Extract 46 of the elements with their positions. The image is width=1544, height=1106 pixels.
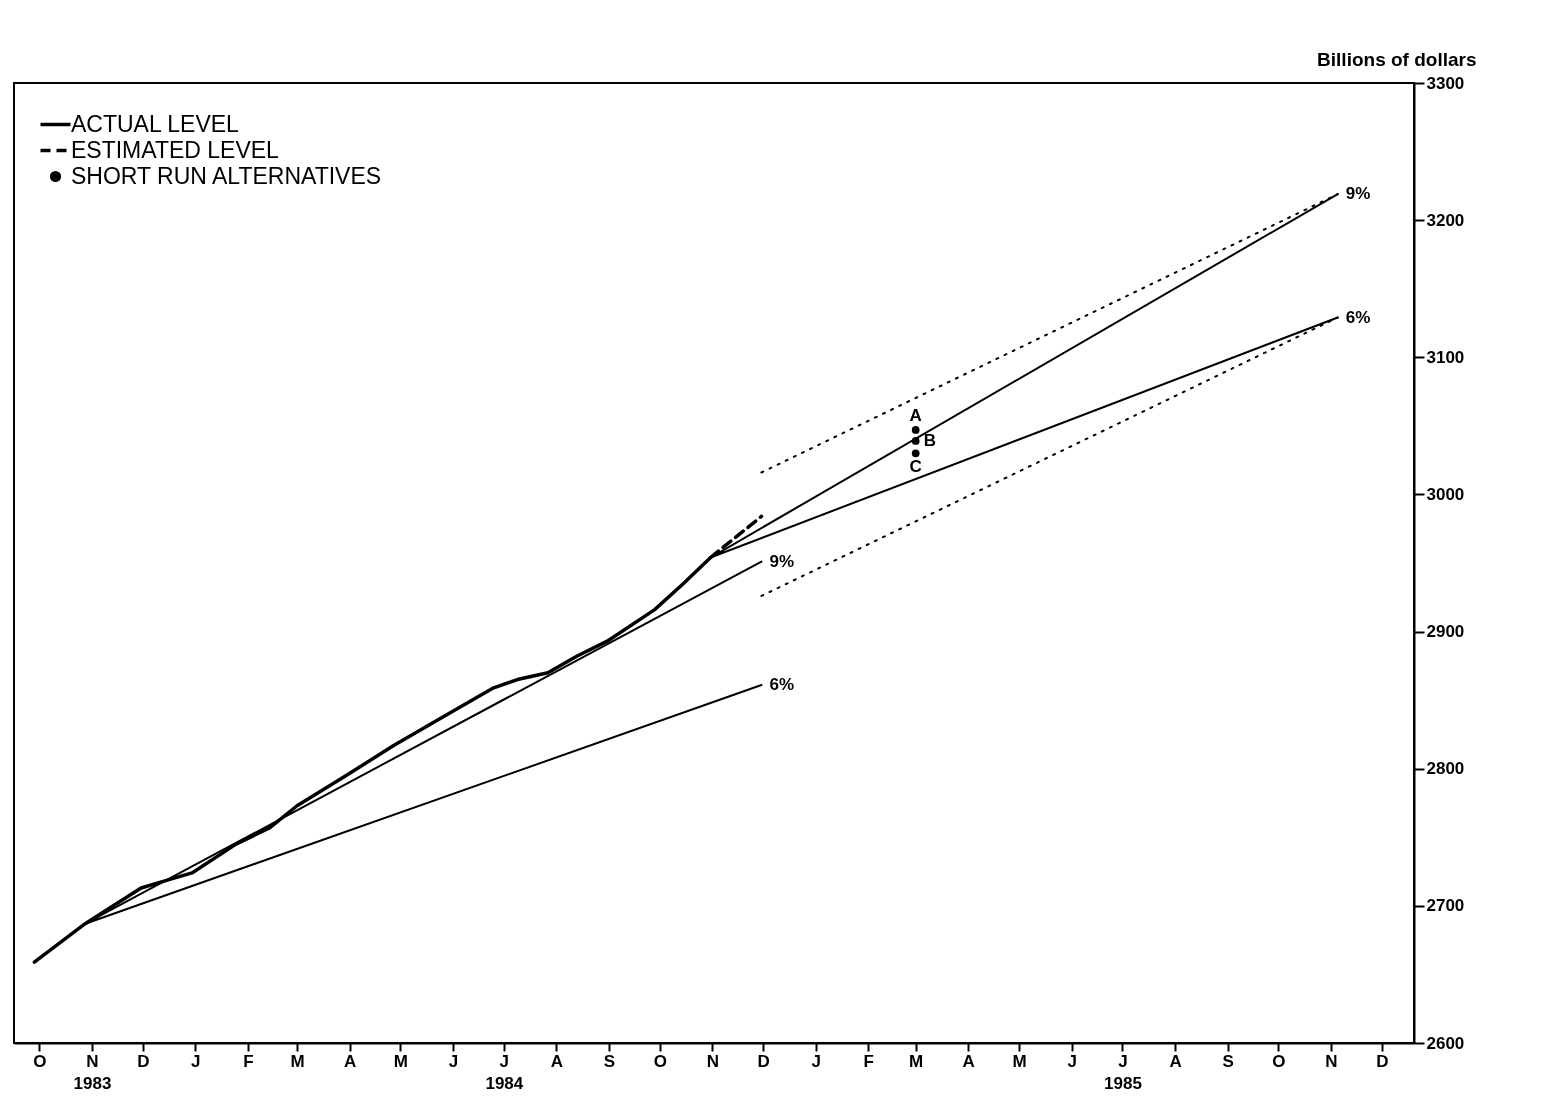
annotation: 9% xyxy=(1345,184,1371,204)
legend-label: SHORT RUN ALTERNATIVES xyxy=(71,162,382,189)
x-tick-label: A xyxy=(550,1051,564,1071)
annotation: 9% xyxy=(769,551,795,571)
x-tick-label: M xyxy=(1012,1051,1027,1071)
x-tick-label: D xyxy=(137,1051,150,1071)
y-tick-label: 3200 xyxy=(1426,210,1465,230)
x-tick-label: J xyxy=(1067,1051,1077,1071)
x-tick-label: D xyxy=(1376,1051,1389,1071)
x-tick-label: A xyxy=(962,1051,975,1071)
x-tick-label: J 1984 xyxy=(485,1051,524,1093)
annotation: C xyxy=(909,457,922,477)
y-tick-label: 2800 xyxy=(1426,759,1465,779)
x-tick-label: F xyxy=(863,1051,874,1071)
annotation: A xyxy=(909,405,922,425)
y-tick-label: 3000 xyxy=(1426,484,1465,504)
x-tick-label: J 1985 xyxy=(1104,1051,1142,1093)
y-tick-label: 2900 xyxy=(1426,622,1465,642)
annotation: 6% xyxy=(769,675,795,695)
annotation: B xyxy=(923,430,936,450)
y-tick-label: 2600 xyxy=(1426,1033,1465,1053)
x-tick-label: J xyxy=(448,1051,459,1071)
x-tick-label: A xyxy=(1169,1051,1182,1071)
x-tick-label: N 1983 xyxy=(73,1051,112,1093)
y-tick-label: 3300 xyxy=(1426,73,1465,93)
x-tick-label: A xyxy=(343,1051,357,1071)
x-tick-label: S xyxy=(1222,1051,1234,1071)
x-tick-label: N xyxy=(1325,1051,1338,1071)
annotation: 6% xyxy=(1345,307,1371,327)
x-tick-label: J xyxy=(811,1051,821,1071)
x-tick-label: M xyxy=(393,1051,409,1071)
y-tick-label: 2700 xyxy=(1426,896,1465,916)
x-tick-label: F xyxy=(243,1051,254,1071)
x-tick-label: O xyxy=(653,1051,667,1071)
x-tick-label: O xyxy=(1272,1051,1286,1071)
x-tick-label: J xyxy=(191,1051,201,1071)
y-tick-label: 3100 xyxy=(1426,347,1465,367)
x-tick-label: D xyxy=(757,1051,770,1071)
x-tick-label: N xyxy=(706,1051,719,1071)
x-tick-label: M xyxy=(909,1051,924,1071)
legend-label: ACTUAL LEVEL xyxy=(71,110,240,137)
x-tick-label: M xyxy=(290,1051,305,1071)
legend-label: ESTIMATED LEVEL xyxy=(71,136,280,163)
x-tick-label: S xyxy=(603,1051,616,1071)
x-tick-label: O xyxy=(33,1051,47,1071)
y-axis-title: Billions of dollars xyxy=(1317,48,1477,70)
